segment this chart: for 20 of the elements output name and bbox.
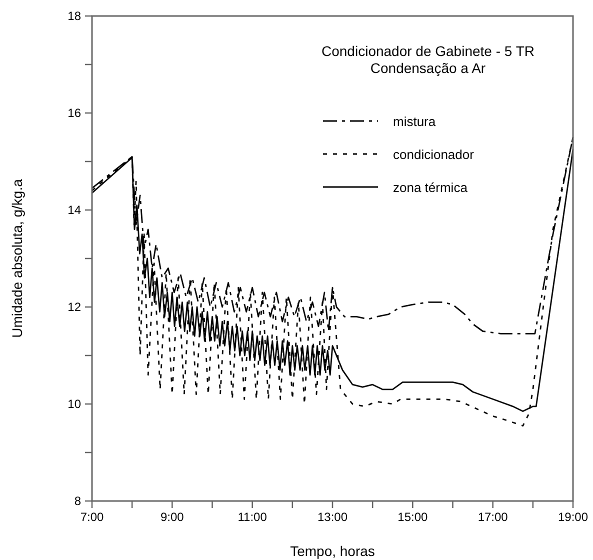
y-tick-label: 16	[68, 106, 82, 120]
y-tick-label: 18	[68, 9, 82, 23]
y-axis-title: Umidade absoluta, g/kg.a	[9, 178, 25, 338]
x-tick-label: 13:00	[317, 510, 348, 524]
y-tick-label: 12	[68, 300, 82, 314]
text: Condicionador de Gabinete - 5 TR	[322, 43, 534, 59]
x-tick-label: 15:00	[398, 510, 428, 524]
legend-label: zona térmica	[393, 180, 468, 195]
x-tick-label: 17:00	[478, 510, 508, 524]
x-tick-label: 7:00	[80, 510, 104, 524]
x-tick-label: 11:00	[238, 510, 268, 524]
x-tick-label: 19:00	[558, 510, 588, 524]
y-tick-label: 8	[74, 494, 82, 508]
x-axis-title: Tempo, horas	[290, 543, 375, 559]
y-tick-label: 14	[68, 203, 82, 217]
legend-label: mistura	[393, 114, 436, 129]
legend-label: condicionador	[393, 147, 475, 162]
x-tick-label: 9:00	[160, 510, 184, 524]
y-tick-label: 10	[68, 397, 82, 411]
text: Condensação a Ar	[370, 60, 486, 76]
